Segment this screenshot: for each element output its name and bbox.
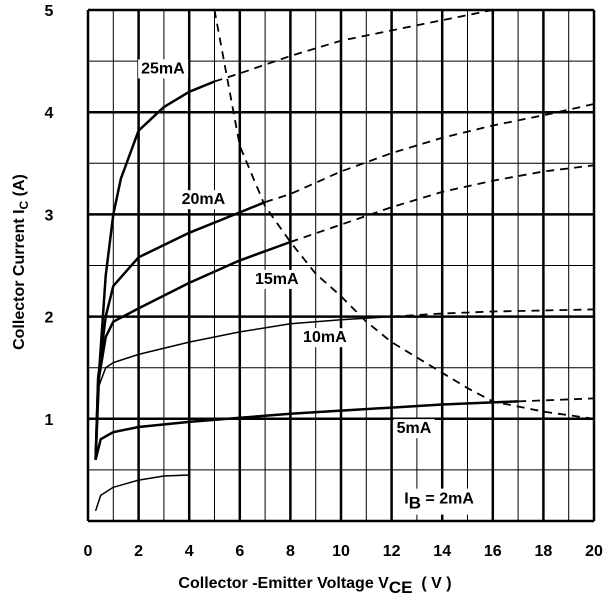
ib-label-subscript: B (409, 494, 421, 513)
x-tick-label: 0 (84, 543, 93, 560)
ib-label-main: I (404, 491, 408, 508)
x-tick-label: 16 (484, 543, 502, 560)
curve-5ma (94, 400, 519, 461)
power-limit-curve (213, 9, 595, 420)
curve-label-background (138, 59, 189, 79)
curve-25ma-dashed (214, 9, 493, 83)
curve-label-10ma: 10mA (303, 329, 347, 346)
ib-2ma-label: IB = 2mA (404, 491, 474, 513)
x-tick-label: 4 (185, 543, 194, 560)
curve-label-background (300, 328, 351, 348)
x-tick-label: 2 (134, 543, 143, 560)
x-tick-label: 10 (332, 543, 350, 560)
curve-label-25ma: 25mA (141, 60, 185, 77)
curve-i-b-2ma (94, 474, 190, 512)
x-tick-labels: 0 2 4 6 8 10 12 14 16 18 20 (84, 543, 603, 560)
y-tick-label: 3 (45, 207, 54, 224)
x-tick-label: 14 (433, 543, 451, 560)
y-axis-title-unit: (A) (11, 174, 28, 201)
y-axis-title-subscript: C (17, 200, 31, 209)
y-tick-label: 1 (45, 412, 54, 429)
x-axis-title-unit: ( V ) (412, 575, 451, 592)
y-tick-labels: 1 2 3 4 5 (45, 3, 54, 429)
curve-labels: 25mA 20mA 15mA 10mA 5mA (138, 59, 435, 439)
curve-10ma (94, 315, 392, 460)
x-axis-title: Collector -Emitter Voltage VCE ( V ) (178, 575, 451, 596)
curve-25ma (94, 80, 215, 460)
x-axis-title-subscript: CE (389, 578, 413, 596)
curve-label-background (393, 419, 435, 439)
y-tick-label: 2 (45, 310, 54, 327)
grid-lines (86, 8, 596, 523)
x-tick-label: 8 (286, 543, 295, 560)
y-tick-label: 4 (45, 105, 54, 122)
dashed-extensions (213, 9, 595, 420)
y-tick-label: 5 (45, 3, 54, 20)
curve-15ma (94, 240, 291, 460)
curve-20ma-dashed (264, 103, 595, 203)
curve-label-background (251, 269, 303, 289)
ib-label-background (400, 488, 479, 515)
curve-label-20ma: 20mA (182, 191, 226, 208)
x-axis-title-main: Collector -Emitter Voltage V (178, 575, 389, 592)
ib-label-rest: = 2mA (421, 491, 474, 508)
x-tick-label: 6 (235, 543, 244, 560)
curve-15ma-dashed (290, 164, 595, 243)
curve-5ma-dashed (518, 397, 595, 403)
x-tick-label: 12 (383, 543, 401, 560)
curve-label-15ma: 15mA (255, 271, 299, 288)
x-tick-label: 18 (535, 543, 553, 560)
curve-label-5ma: 5mA (397, 420, 432, 437)
curve-label-background (178, 190, 229, 210)
y-axis-title: Collector Current IC (A) (11, 174, 31, 350)
solid-curves (94, 80, 519, 512)
x-tick-label: 20 (585, 543, 603, 560)
curve-10ma-dashed (391, 308, 595, 318)
y-axis-title-main: Collector Current I (11, 209, 28, 349)
